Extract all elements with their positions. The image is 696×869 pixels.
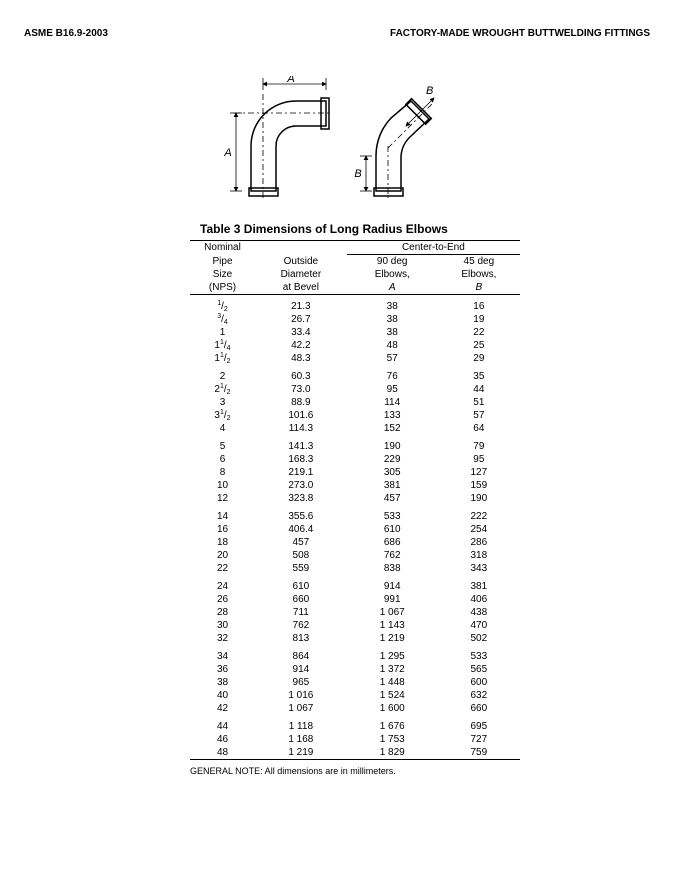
table-row: 12323.8457190 (190, 492, 520, 505)
table-row: 24610914381 (190, 575, 520, 593)
dimensions-table: Nominal Center-to-End Pipe Outside 90 de… (190, 240, 520, 760)
table-row: 10273.0381159 (190, 479, 520, 492)
table-row: 307621 143470 (190, 619, 520, 632)
table-row: 20508762318 (190, 549, 520, 562)
table-row: 287111 067438 (190, 606, 520, 619)
table-row: 441 1181 676695 (190, 715, 520, 733)
col-center-to-end: Center-to-End (347, 241, 520, 255)
table-row: 260.37635 (190, 365, 520, 383)
dim-label-b-side: B (354, 168, 361, 180)
table-row: 401 0161 524632 (190, 689, 520, 702)
dim-label-b-top: B (426, 85, 433, 97)
table-title: Table 3 Dimensions of Long Radius Elbows (200, 222, 448, 236)
table-row: 3/426.73819 (190, 313, 520, 326)
table-row: 133.43822 (190, 326, 520, 339)
table-row: 8219.1305127 (190, 466, 520, 479)
table-row: 21/273.09544 (190, 383, 520, 396)
table-row: 369141 372565 (190, 663, 520, 676)
col-45: 45 deg (438, 255, 520, 269)
dim-label-a-side: A (223, 147, 231, 159)
table-row: 31/2101.613357 (190, 409, 520, 422)
table-row: 22559838343 (190, 562, 520, 575)
table-row: 421 0671 600660 (190, 702, 520, 715)
table-row: 4114.315264 (190, 422, 520, 435)
table-row: 11/248.35729 (190, 352, 520, 365)
table-row: 388.911451 (190, 396, 520, 409)
table-row: 11/442.24825 (190, 339, 520, 352)
table-row: 26660991406 (190, 593, 520, 606)
table-row: 18457686286 (190, 536, 520, 549)
col-nominal: Nominal (190, 241, 255, 255)
table-row: 461 1681 753727 (190, 733, 520, 746)
table-row: 6168.322995 (190, 453, 520, 466)
table-row: 16406.4610254 (190, 523, 520, 536)
table-footnote: GENERAL NOTE: All dimensions are in mill… (190, 766, 396, 776)
header-right: FACTORY-MADE WROUGHT BUTTWELDING FITTING… (390, 28, 650, 39)
table-row: 5141.319079 (190, 435, 520, 453)
table-row: 481 2191 829759 (190, 746, 520, 760)
header-left: ASME B16.9-2003 (24, 28, 108, 39)
col-90: 90 deg (347, 255, 438, 269)
table-row: 389651 448600 (190, 676, 520, 689)
table-row: 14355.6533222 (190, 505, 520, 523)
dim-label-a-top: A (286, 76, 294, 85)
elbow-diagram: A A B B (216, 76, 466, 206)
table-row: 1/221.33816 (190, 295, 520, 314)
table-row: 348641 295533 (190, 645, 520, 663)
table-body: 1/221.338163/426.73819133.4382211/442.24… (190, 295, 520, 760)
col-od: Outside (255, 255, 347, 269)
table-row: 328131 219502 (190, 632, 520, 645)
